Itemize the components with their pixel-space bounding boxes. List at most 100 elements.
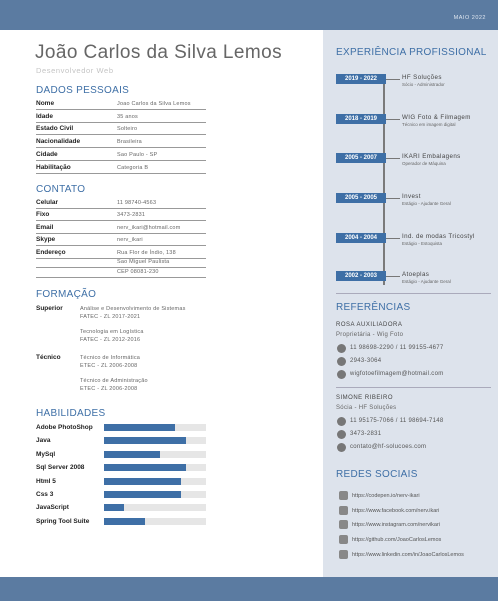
ref-role: Proprietária - Wig Foto bbox=[336, 332, 404, 338]
period: 2004 - 2004 bbox=[336, 233, 386, 243]
skill-bar bbox=[104, 517, 145, 525]
job-role: Sócio - Administrador bbox=[402, 82, 445, 87]
row-line bbox=[36, 245, 206, 247]
course: Tecnologia em Logística bbox=[80, 328, 144, 335]
school: FATEC - ZL 2012-2016 bbox=[80, 336, 141, 343]
row-line bbox=[36, 257, 206, 259]
row-label: Nacionalidade bbox=[36, 138, 81, 146]
icon bbox=[339, 520, 348, 530]
row-line bbox=[36, 267, 206, 269]
course: Técnico de Administração bbox=[80, 377, 148, 384]
row-line bbox=[36, 109, 206, 110]
row-line bbox=[36, 232, 206, 234]
skill-bar bbox=[104, 477, 181, 485]
skill-name: Html 5 bbox=[36, 477, 56, 485]
row-label: Endereço bbox=[36, 248, 66, 256]
ref-email: wigfotoefilmagem@hotmail.com bbox=[350, 370, 444, 377]
company: HF Soluções bbox=[402, 74, 442, 81]
icon bbox=[337, 442, 346, 452]
row-line bbox=[36, 208, 206, 209]
ref-landline: 2943-3064 bbox=[350, 357, 382, 364]
icon bbox=[337, 369, 346, 379]
company: Ind. de modas Tricostyl bbox=[402, 233, 475, 240]
ref-name: ROSA AUXILIADORA bbox=[336, 322, 403, 328]
section-title: DADOS PESSOAIS bbox=[36, 85, 130, 96]
row-line bbox=[36, 121, 206, 123]
skill-bar bbox=[104, 437, 186, 445]
edu-level: Superior bbox=[36, 305, 63, 312]
row-label: Habilitação bbox=[36, 163, 71, 171]
ref-phone: 11 98698-2290 / 11 99155-4677 bbox=[350, 345, 444, 351]
section-title: REDES SOCIAIS bbox=[336, 469, 418, 480]
row-label: Skype bbox=[36, 236, 56, 244]
social-link[interactable]: https://www.instagram.com/nervikari bbox=[352, 522, 441, 529]
row-value: Rua Flor de Índio, 138 bbox=[117, 249, 176, 256]
section-title: EXPERIÊNCIA PROFISSIONAL bbox=[336, 47, 487, 58]
divider bbox=[336, 293, 491, 294]
row-value: nerv_ikari@hotmail.com bbox=[117, 224, 181, 231]
row-value: Joao Carlos da Silva Lemos bbox=[117, 101, 191, 107]
period: 2018 - 2019 bbox=[336, 114, 386, 124]
row-value: 3473-2831 bbox=[117, 212, 146, 219]
school: ETEC - ZL 2006-2008 bbox=[80, 363, 138, 369]
social-link[interactable]: https://codepen.io/nerv-ikari bbox=[352, 493, 420, 499]
skill-name: Spring Tool Suite bbox=[36, 517, 90, 525]
social-link[interactable]: https://www.facebook.com/nerv.ikari bbox=[352, 507, 440, 514]
skill-name: MySql bbox=[36, 450, 56, 458]
section-title: CONTATO bbox=[36, 184, 86, 195]
skill-name: Sql Server 2008 bbox=[36, 464, 85, 472]
company: Atoeplas bbox=[402, 271, 430, 278]
section-title: FORMAÇÃO bbox=[36, 289, 97, 300]
row-value: Sao Miguel Paulista bbox=[117, 259, 170, 266]
school: FATEC - ZL 2017-2021 bbox=[80, 314, 141, 320]
connector bbox=[386, 119, 400, 120]
job-role: Técnico em imagem digital bbox=[402, 122, 456, 127]
social-link[interactable]: https://github.com/JoaoCarlosLemos bbox=[352, 537, 442, 544]
name: João Carlos da Silva Lemos bbox=[35, 42, 282, 63]
icon bbox=[339, 535, 348, 545]
icon bbox=[339, 549, 348, 559]
ref-phone: 11 95175-7066 / 11 98694-7148 bbox=[350, 418, 444, 424]
skill-bar bbox=[104, 491, 181, 498]
period: 2005 - 2005 bbox=[336, 193, 386, 203]
connector bbox=[386, 198, 400, 199]
skill-track bbox=[104, 504, 206, 512]
skill-track bbox=[104, 517, 206, 525]
connector bbox=[386, 276, 400, 277]
connector bbox=[386, 238, 400, 239]
company: IKARI Embalagens bbox=[402, 153, 461, 160]
skill-name: Css 3 bbox=[36, 491, 54, 498]
row-label: Estado Civil bbox=[36, 125, 74, 133]
job-role: Estágio - Ajudante Geral bbox=[402, 279, 451, 284]
skill-name: Java bbox=[36, 437, 51, 445]
row-value: Sao Paulo - SP bbox=[117, 151, 158, 158]
icon bbox=[339, 491, 348, 500]
job-role: Estágio - Estoquista bbox=[402, 241, 443, 246]
icon bbox=[337, 417, 346, 426]
row-label: Cidade bbox=[36, 150, 58, 158]
connector bbox=[386, 79, 400, 80]
role: Desenvolvedor Web bbox=[36, 66, 114, 75]
row-line bbox=[36, 134, 206, 136]
divider bbox=[336, 387, 491, 388]
course: Técnico de Informática bbox=[80, 355, 141, 361]
skill-bar bbox=[104, 424, 176, 431]
connector bbox=[386, 158, 400, 159]
ref-role: Sócia - HF Soluções bbox=[336, 405, 397, 411]
company: WIG Foto & Filmagem bbox=[402, 114, 471, 121]
row-value: Brasileira bbox=[117, 139, 142, 146]
icon bbox=[339, 505, 348, 515]
row-label: Idade bbox=[36, 112, 53, 120]
period: 2002 - 2003 bbox=[336, 271, 386, 281]
top-bar bbox=[0, 0, 498, 30]
row-value: Categoria B bbox=[117, 164, 149, 171]
school: ETEC - ZL 2006-2008 bbox=[80, 385, 138, 392]
job-role: Estágio - Ajudante Geral bbox=[402, 201, 451, 206]
skill-bar bbox=[104, 464, 186, 472]
row-value: nerv_ikari bbox=[117, 237, 143, 244]
row-label: Celular bbox=[36, 199, 59, 206]
row-label: Fixo bbox=[36, 211, 50, 219]
skill-bar bbox=[104, 504, 125, 512]
social-link[interactable]: https://www.linkedin.com/in/JoaoCarlosLe… bbox=[352, 551, 464, 558]
